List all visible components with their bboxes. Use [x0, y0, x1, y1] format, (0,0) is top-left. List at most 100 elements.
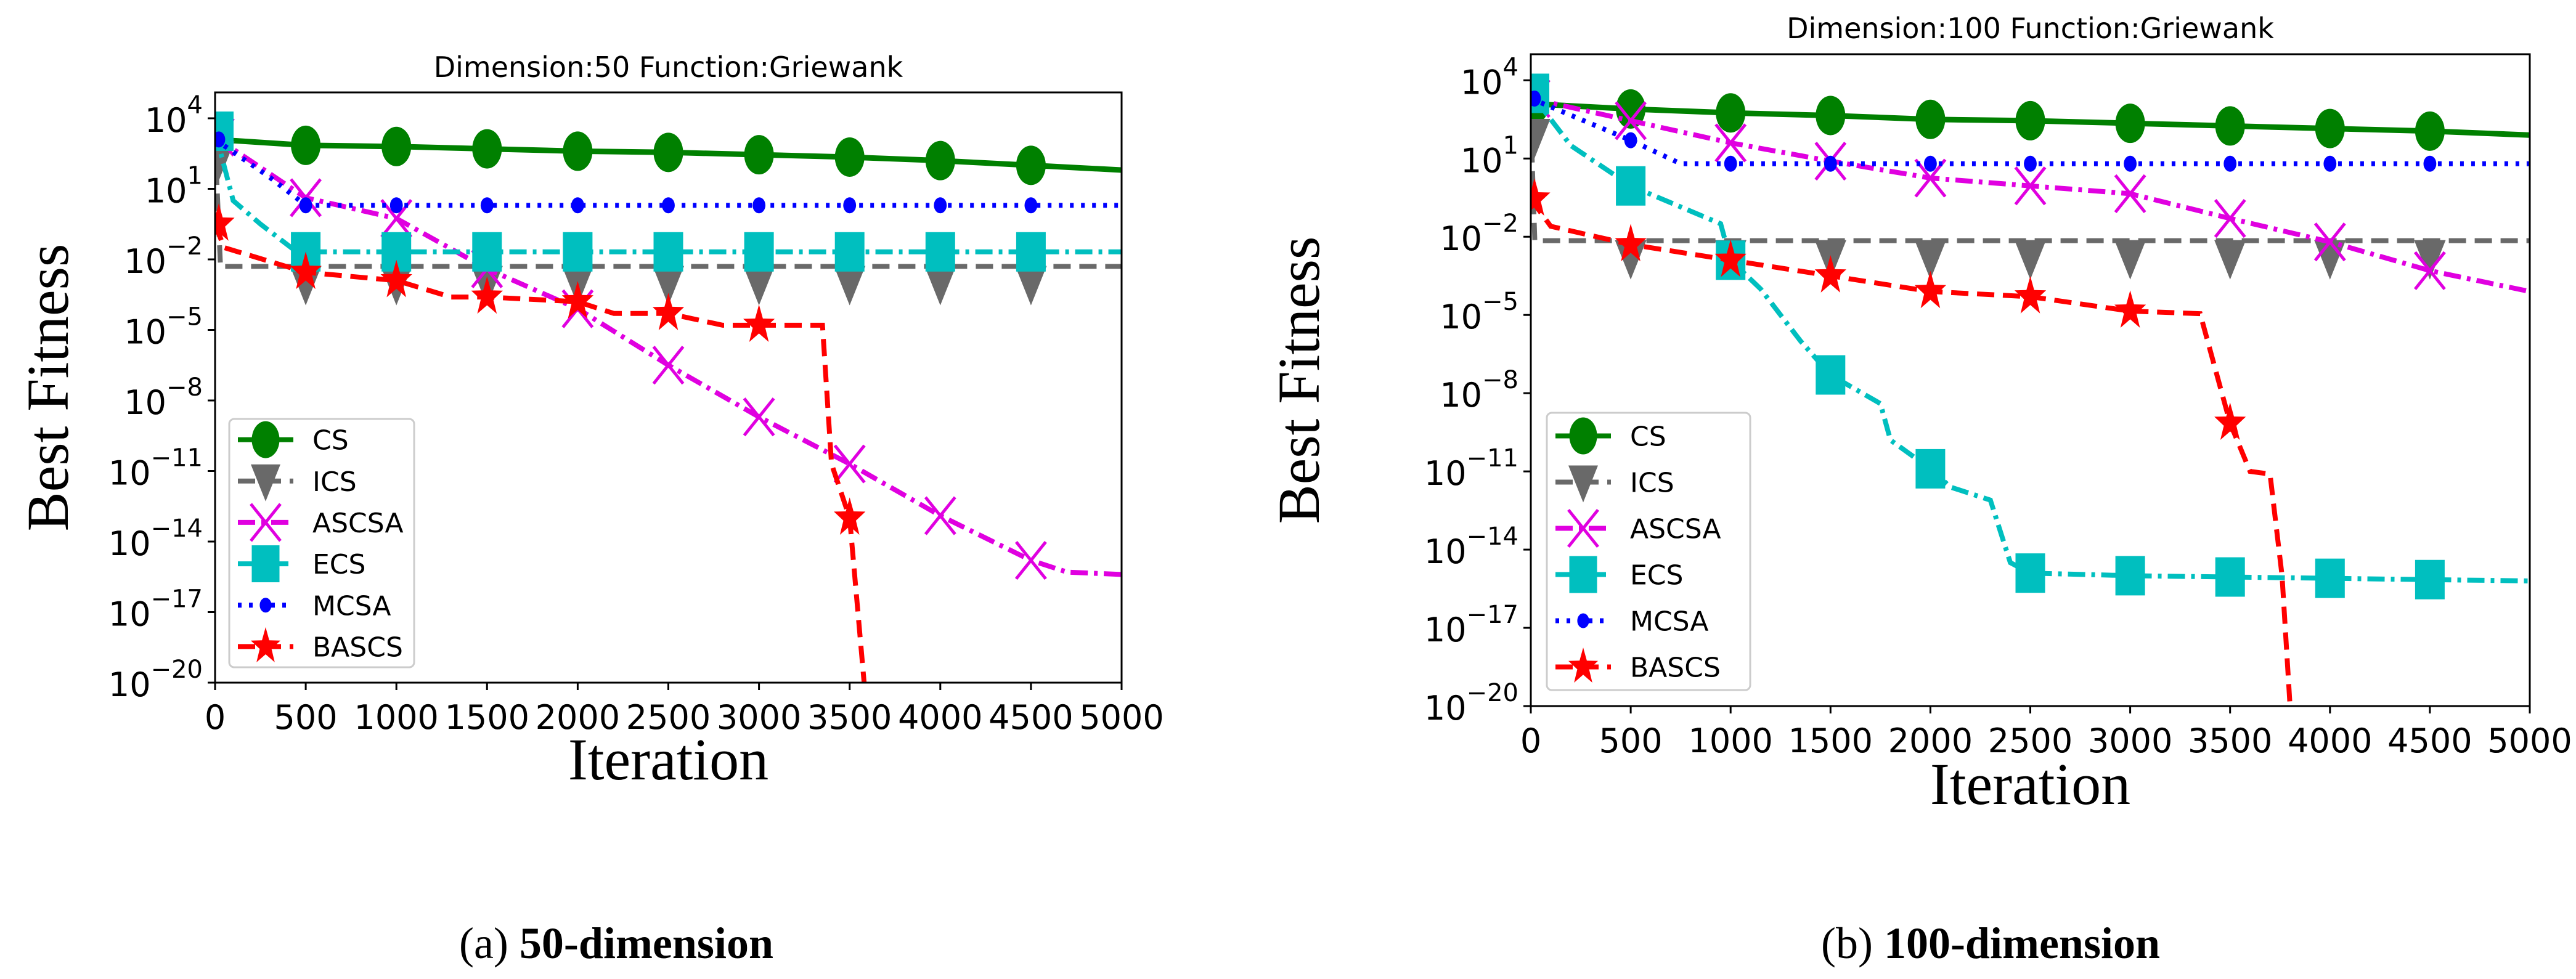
y-tick-exponent: 1 — [187, 161, 203, 190]
marker-mcsa — [389, 197, 403, 214]
marker-ecs — [1616, 166, 1646, 206]
legend-item-ecs: ECS — [1555, 556, 1683, 593]
marker-mcsa — [934, 197, 947, 214]
y-tick-base: 10 — [1424, 454, 1467, 493]
x-tick-label: 0 — [205, 698, 226, 737]
x-tick-label: 3000 — [717, 698, 801, 737]
y-tick-base: 10 — [108, 524, 151, 563]
y-tick-base: 10 — [108, 665, 151, 704]
legend-item-ecs: ECS — [238, 545, 365, 583]
caption-a: (a) 50-dimension — [459, 918, 773, 969]
marker-cs — [1716, 93, 1746, 133]
marker-ecs — [563, 232, 593, 272]
legend-item-ics: ICS — [1555, 465, 1674, 503]
x-tick-label: 1500 — [445, 698, 529, 737]
chart-title: Dimension:100 Function:Griewank — [1787, 12, 2274, 45]
y-tick-base: 10 — [108, 453, 151, 492]
y-tick-exponent: −5 — [166, 303, 203, 331]
marker-ecs — [1816, 355, 1846, 395]
marker-bascs — [1814, 255, 1846, 293]
legend-marker-cs — [1569, 417, 1597, 455]
y-tick-exponent: −14 — [151, 514, 203, 543]
marker-bascs — [743, 304, 775, 342]
x-tick-label: 0 — [1520, 721, 1541, 760]
marker-bascs — [1714, 239, 1747, 277]
marker-ecs — [925, 232, 955, 272]
series-bascs — [1531, 178, 2293, 706]
legend-marker-bascs — [1568, 648, 1598, 683]
caption-b-label: (b) — [1820, 919, 1873, 968]
series-ics — [1531, 119, 2530, 280]
y-axis-label: Best Fitness — [15, 244, 81, 532]
marker-ecs — [2415, 559, 2445, 599]
x-tick-label: 4500 — [2387, 721, 2472, 760]
marker-cs — [834, 137, 865, 177]
y-tick-label: 10−17 — [108, 585, 203, 633]
marker-ascsa — [2413, 251, 2446, 290]
marker-ics — [2014, 240, 2047, 280]
marker-ascsa — [833, 444, 866, 484]
marker-cs — [2315, 108, 2345, 148]
marker-mcsa — [480, 197, 494, 214]
series-cs — [215, 120, 1122, 185]
x-tick-label: 3500 — [807, 698, 892, 737]
marker-mcsa — [1824, 155, 1837, 172]
marker-mcsa — [2024, 155, 2037, 172]
marker-ics — [1531, 119, 1551, 158]
marker-ecs — [653, 232, 683, 272]
x-tick-label: 2000 — [1888, 721, 1973, 760]
y-tick-base: 10 — [108, 595, 151, 633]
marker-bascs — [1531, 178, 1551, 216]
marker-mcsa — [2124, 155, 2137, 172]
y-tick-base: 10 — [1440, 376, 1482, 415]
marker-bascs — [215, 203, 235, 241]
marker-ascsa — [2014, 166, 2047, 206]
y-tick-base: 10 — [1440, 219, 1482, 258]
series-line-ics — [1531, 119, 2530, 243]
marker-cs — [744, 135, 774, 175]
marker-ics — [743, 266, 775, 306]
marker-ecs — [2315, 558, 2345, 598]
marker-cs — [381, 126, 412, 166]
marker-ics — [924, 266, 956, 306]
series-mcsa — [1531, 90, 2530, 172]
series-bascs — [215, 203, 867, 683]
y-tick-base: 10 — [124, 312, 166, 351]
x-tick-label: 2500 — [1988, 721, 2073, 760]
marker-mcsa — [2423, 155, 2437, 172]
marker-cs — [925, 140, 955, 181]
marker-ecs — [2115, 556, 2145, 596]
marker-mcsa — [2323, 155, 2337, 172]
legend-label: ASCSA — [312, 508, 404, 539]
series-line-ics — [215, 142, 1122, 269]
marker-ics — [2114, 240, 2146, 280]
y-tick-label: 10−5 — [124, 303, 203, 351]
marker-ics — [834, 266, 866, 306]
y-tick-exponent: −2 — [166, 232, 203, 261]
series-line-bascs — [1531, 197, 2293, 706]
y-tick-base: 10 — [1424, 532, 1467, 571]
legend-item-bascs: BASCS — [238, 627, 403, 663]
caption-b: (b) 100-dimension — [1821, 918, 2160, 969]
marker-mcsa — [662, 197, 675, 214]
y-tick-label: 10−5 — [1440, 288, 1518, 336]
marker-ascsa — [652, 346, 685, 385]
marker-ecs — [2215, 557, 2245, 597]
y-tick-base: 10 — [1424, 611, 1467, 649]
marker-ascsa — [2313, 222, 2346, 262]
marker-mcsa — [1531, 90, 1541, 107]
marker-ecs — [2015, 553, 2045, 593]
marker-cs — [2015, 100, 2045, 140]
marker-mcsa — [752, 197, 765, 214]
legend-item-mcsa: MCSA — [238, 590, 391, 622]
y-tick-label: 10−2 — [1440, 209, 1518, 258]
x-tick-label: 4000 — [898, 698, 982, 737]
y-axis-label: Best Fitness — [1266, 237, 1332, 524]
marker-ecs — [744, 232, 774, 272]
marker-ascsa — [924, 496, 956, 535]
legend-item-mcsa: MCSA — [1555, 606, 1709, 638]
marker-cs — [1915, 99, 1946, 139]
y-tick-exponent: 1 — [1503, 131, 1518, 160]
